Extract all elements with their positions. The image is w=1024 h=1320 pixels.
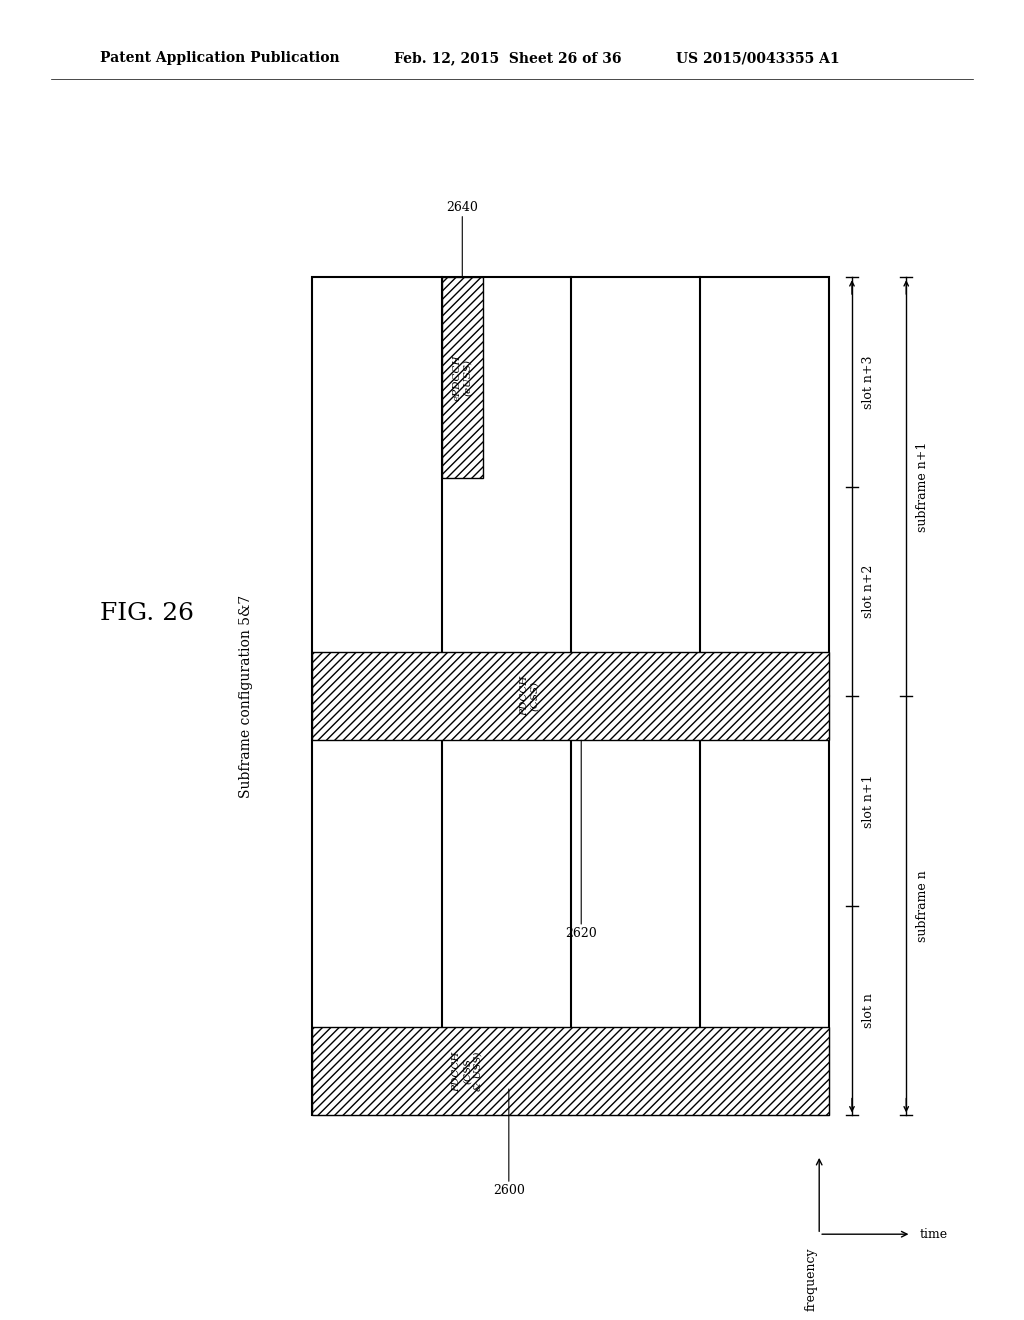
Text: US 2015/0043355 A1: US 2015/0043355 A1 [676,51,840,65]
Text: 2640: 2640 [446,201,478,277]
Text: 2620: 2620 [565,741,597,940]
Text: slot n: slot n [862,993,876,1028]
Text: PDCCH
(CSS): PDCCH (CSS) [520,676,540,717]
Text: slot n+1: slot n+1 [862,775,876,828]
Text: Feb. 12, 2015  Sheet 26 of 36: Feb. 12, 2015 Sheet 26 of 36 [394,51,622,65]
Bar [312,652,829,741]
Text: ePDCCH
(eUSS): ePDCCH (eUSS) [453,355,472,401]
Text: subframe n+1: subframe n+1 [916,442,930,532]
Text: subframe n: subframe n [916,870,930,941]
Text: frequency: frequency [805,1247,817,1311]
Text: slot n+2: slot n+2 [862,565,876,618]
Text: PDCCH
(CSS
& USS): PDCCH (CSS & USS) [453,1051,482,1092]
Bar [312,277,829,1115]
Text: FIG. 26: FIG. 26 [100,602,195,626]
Text: 2600: 2600 [493,1089,524,1197]
Text: Patent Application Publication: Patent Application Publication [100,51,340,65]
Text: time: time [920,1228,947,1241]
Bar [312,1027,829,1115]
Bar [441,277,483,478]
Text: slot n+3: slot n+3 [862,355,876,409]
Text: Subframe configuration 5&7: Subframe configuration 5&7 [239,595,253,797]
